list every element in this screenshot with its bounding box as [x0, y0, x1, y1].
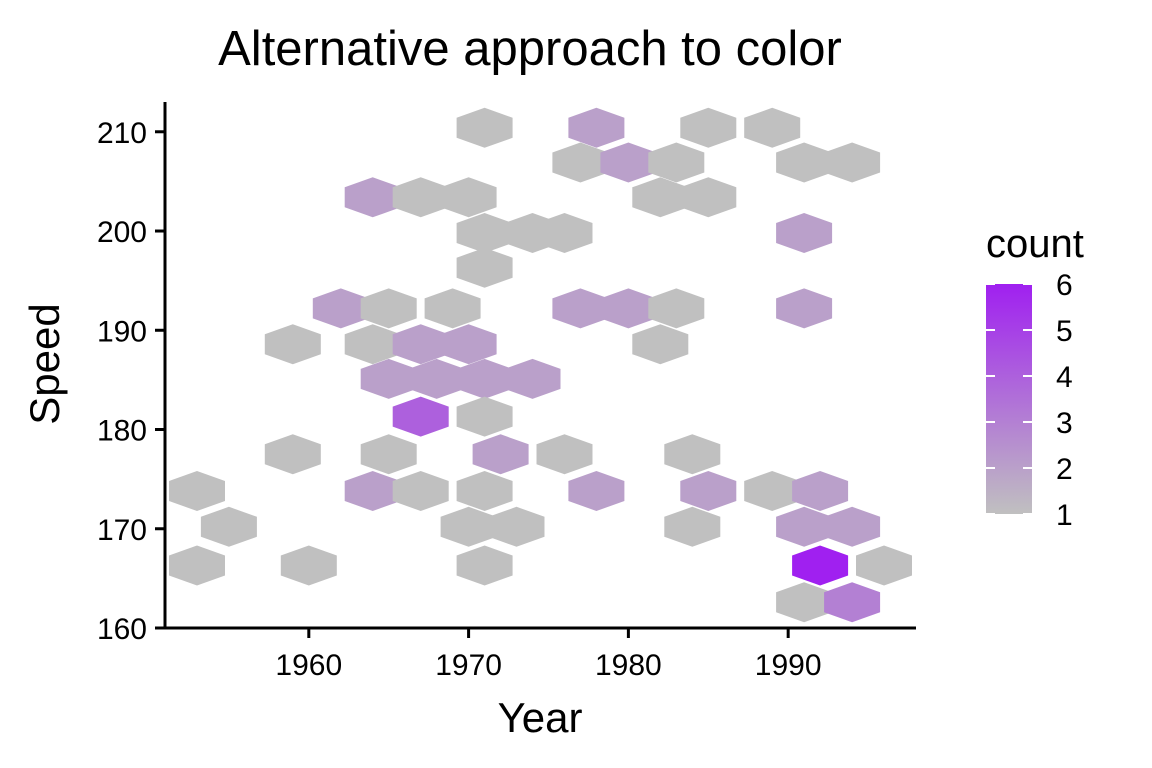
legend-tick-label: 4 — [1056, 361, 1073, 394]
hex-bin — [776, 213, 833, 253]
hex-bin — [664, 506, 721, 547]
y-tick-label: 210 — [97, 117, 147, 150]
hex-bin — [456, 396, 513, 437]
hex-bin — [776, 142, 833, 183]
hex-bin — [536, 213, 593, 253]
hex-bin — [792, 471, 849, 511]
hex-bin — [632, 177, 689, 218]
hex-bin — [456, 107, 513, 148]
x-tick-label: 1970 — [435, 649, 502, 682]
hex-bin — [360, 358, 417, 399]
hex-bin — [456, 213, 513, 253]
hex-bin — [744, 107, 801, 148]
y-tick-label: 200 — [97, 216, 147, 249]
hex-bin — [744, 471, 801, 511]
hex-bin — [680, 107, 737, 148]
hex-bin — [568, 107, 625, 148]
hex-bin — [568, 471, 625, 511]
hex-bin — [552, 142, 609, 183]
hex-bin — [856, 545, 912, 586]
hex-bin — [536, 434, 593, 475]
hex-bin — [200, 506, 257, 547]
hex-bin — [776, 582, 833, 623]
legend-title: count — [986, 222, 1084, 266]
y-axis-ticks: 160 170 180 190 200 210 — [97, 117, 165, 646]
hex-bin — [264, 324, 321, 365]
hex-bin — [680, 471, 737, 511]
hex-bin — [280, 545, 337, 586]
hex-bin — [456, 247, 513, 288]
x-axis-label: Year — [498, 694, 583, 741]
hex-bin — [408, 358, 465, 399]
legend-tick-label: 5 — [1056, 315, 1073, 348]
hex-bin — [392, 324, 449, 365]
legend: count 1 2 3 4 5 6 — [986, 222, 1084, 532]
x-tick-label: 1990 — [755, 649, 822, 682]
hex-bin — [360, 434, 417, 475]
hex-bin — [680, 177, 737, 218]
hex-bin — [632, 324, 689, 365]
legend-tick-label: 2 — [1056, 453, 1073, 486]
hex-bin — [344, 324, 401, 365]
hex-bin — [792, 545, 849, 586]
hex-bin — [392, 471, 449, 511]
hex-bin — [169, 471, 225, 511]
hex-bin — [472, 434, 529, 475]
hex-bin — [456, 545, 513, 586]
legend-colorbar — [986, 284, 1032, 514]
hex-bin — [648, 288, 705, 329]
hex-bin — [600, 142, 657, 183]
hex-bin — [344, 471, 401, 511]
legend-tick-label: 3 — [1056, 407, 1073, 440]
hex-bin — [344, 177, 401, 218]
legend-ticks: 1 2 3 4 5 6 — [986, 269, 1073, 532]
y-tick-label: 170 — [97, 514, 147, 547]
hex-bin — [776, 506, 833, 547]
y-axis-label: Speed — [21, 303, 68, 424]
legend-tick-label: 1 — [1056, 499, 1073, 532]
hexbin-cells — [169, 107, 912, 623]
legend-tick-label: 6 — [1056, 269, 1073, 302]
hex-bin — [824, 142, 881, 183]
hex-bin — [392, 177, 449, 218]
y-tick-label: 190 — [97, 315, 147, 348]
x-tick-label: 1980 — [595, 649, 662, 682]
hex-bin — [776, 288, 833, 329]
hex-bin — [504, 358, 561, 399]
hex-bin — [360, 288, 417, 329]
hex-bin — [312, 288, 369, 329]
hex-bin — [488, 506, 545, 547]
hex-bin — [440, 506, 497, 547]
hex-bin — [456, 358, 513, 399]
hex-bin — [392, 396, 449, 437]
hex-bin — [440, 177, 497, 218]
hex-bin — [169, 545, 225, 586]
hex-bin — [664, 434, 721, 475]
hex-bin — [424, 288, 481, 329]
x-axis-ticks: 1960 1970 1980 1990 — [275, 628, 822, 682]
hex-bin — [440, 324, 497, 365]
hex-bin — [648, 142, 705, 183]
hex-bin — [552, 288, 609, 329]
y-tick-label: 160 — [97, 613, 147, 646]
y-tick-label: 180 — [97, 415, 147, 448]
chart-title: Alternative approach to color — [218, 22, 842, 76]
hex-bin — [600, 288, 657, 329]
hex-bin — [824, 582, 881, 623]
hex-bin — [824, 506, 881, 547]
x-tick-label: 1960 — [275, 649, 342, 682]
hex-bin — [264, 434, 321, 475]
hex-bin — [456, 471, 513, 511]
